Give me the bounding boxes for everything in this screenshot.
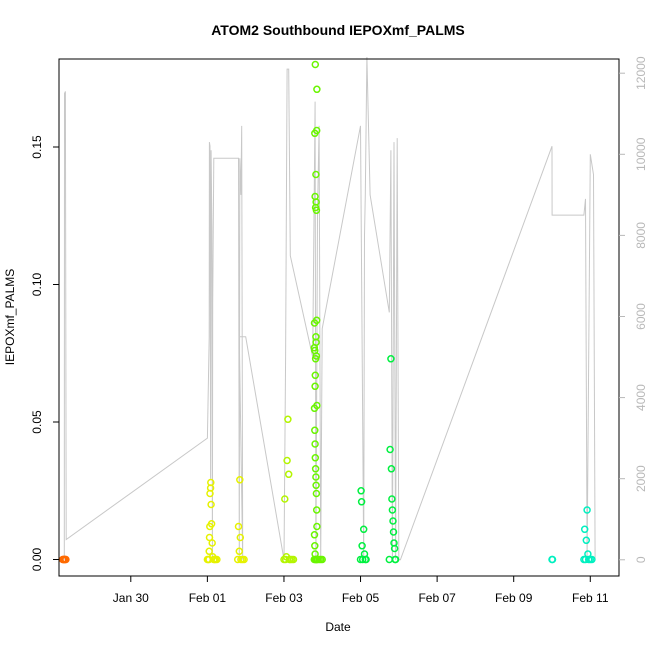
- data-point: [311, 60, 320, 69]
- x-tick-label: Feb 01: [189, 591, 227, 605]
- data-point: [240, 555, 248, 564]
- x-tick-label: Feb 11: [572, 591, 609, 605]
- data-point: [312, 352, 321, 360]
- data-point: [390, 544, 399, 553]
- altitude-series: [63, 56, 596, 561]
- data-point: [311, 426, 319, 435]
- data-point: [588, 555, 596, 564]
- data-point: [283, 456, 291, 465]
- data-point: [387, 355, 395, 363]
- y-axis: 0.00 0.05 0.10 0.15: [30, 135, 59, 571]
- x-tick-label: Feb 05: [342, 591, 380, 605]
- data-point: [358, 542, 366, 550]
- right-y-tick-label: 4000: [634, 384, 648, 411]
- data-point: [207, 520, 216, 528]
- data-point: [236, 476, 244, 484]
- data-point: [312, 506, 321, 514]
- data-point: [281, 495, 289, 503]
- data-point: [311, 542, 319, 550]
- right-y-tick-label: 10000: [634, 137, 648, 171]
- data-point: [205, 547, 213, 556]
- x-tick-label: Feb 07: [418, 591, 456, 605]
- data-point: [391, 555, 400, 564]
- data-point: [289, 555, 298, 564]
- right-y-tick-label: 6000: [634, 303, 648, 330]
- data-point: [389, 517, 397, 525]
- data-point: [312, 316, 321, 325]
- data-point: [389, 528, 398, 536]
- data-point: [312, 481, 320, 490]
- data-point: [207, 478, 215, 487]
- data-point: [359, 525, 368, 534]
- data-point: [312, 170, 320, 179]
- data-point: [580, 525, 589, 534]
- data-point: [234, 522, 243, 531]
- data-point: [311, 454, 320, 462]
- data-point: [312, 126, 321, 135]
- data-point: [318, 555, 326, 564]
- data-point: [213, 555, 221, 564]
- data-point: [310, 531, 319, 539]
- x-axis-label: Date: [325, 620, 351, 634]
- right-y-tick-label: 2000: [634, 465, 648, 492]
- data-point: [236, 533, 245, 542]
- data-point: [313, 85, 321, 94]
- data-point: [362, 555, 370, 564]
- data-point: [312, 489, 321, 498]
- data-point: [387, 465, 396, 473]
- right-y-tick-label: 12000: [634, 56, 648, 90]
- data-point: [284, 470, 293, 479]
- data-point: [312, 473, 320, 481]
- data-point: [313, 522, 321, 531]
- data-point: [548, 555, 557, 564]
- data-point: [386, 445, 394, 454]
- right-y-tick-label: 8000: [634, 222, 648, 249]
- data-point: [311, 465, 320, 473]
- x-tick-label: Feb 03: [265, 591, 303, 605]
- data-point: [388, 506, 397, 514]
- chart-title: ATOM2 Southbound IEPOXmf_PALMS: [211, 22, 465, 38]
- right-y-axis: 0 2000 4000 6000 8000 10000 12000: [619, 56, 648, 563]
- data-point: [583, 506, 591, 514]
- data-point: [311, 382, 319, 391]
- data-point: [312, 206, 321, 215]
- data-point: [310, 404, 319, 413]
- data-point: [357, 498, 366, 506]
- y-axis-label: IEPOXmf_PALMS: [3, 269, 17, 365]
- y-tick-label: 0.05: [30, 410, 44, 434]
- data-point: [357, 487, 365, 495]
- y-tick-label: 0.15: [30, 135, 44, 159]
- x-tick-label: Feb 09: [495, 591, 533, 605]
- data-point: [207, 500, 215, 509]
- data-point: [208, 539, 216, 547]
- data-point: [312, 338, 320, 347]
- y-tick-label: 0.10: [30, 272, 44, 296]
- x-tick-label: Jan 30: [113, 591, 149, 605]
- data-point: [388, 495, 396, 503]
- y-tick-label: 0.00: [30, 547, 44, 571]
- plot-frame: [58, 58, 620, 577]
- altitude-line: [63, 56, 596, 561]
- data-point: [62, 555, 70, 564]
- right-y-tick-label: 0: [634, 556, 648, 563]
- x-axis: Jan 30 Feb 01 Feb 03 Feb 05 Feb 07 Feb 09 Feb …: [113, 576, 609, 605]
- plot-area: [58, 56, 620, 577]
- data-point: [311, 371, 320, 380]
- data-point: [582, 536, 591, 545]
- data-point: [235, 547, 244, 556]
- data-point: [312, 198, 320, 206]
- data-point: [311, 440, 319, 448]
- data-points: [58, 60, 596, 564]
- data-point: [284, 415, 292, 424]
